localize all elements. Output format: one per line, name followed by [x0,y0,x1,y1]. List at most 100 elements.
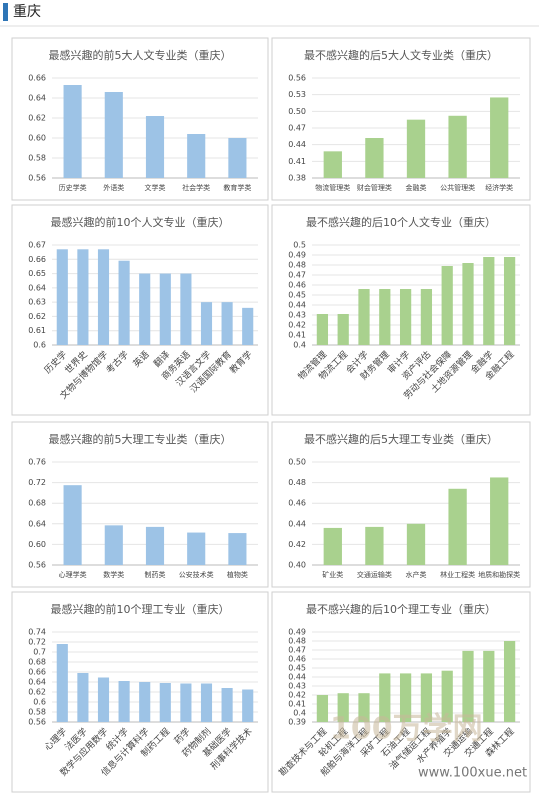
chart-title: 最不感兴趣的后10个人文专业（重庆） [306,215,496,229]
bar [448,115,467,178]
watermark-url: www.100xue.net [418,766,527,781]
y-tick-label: 0.56 [288,74,306,83]
y-tick-label: 0.46 [288,655,306,664]
bar [337,314,349,345]
y-tick-label: 0.47 [288,646,306,655]
bar [63,85,82,178]
y-tick-label: 0.68 [28,499,46,508]
x-tick-label: 历史学类 [59,183,87,192]
x-tick-label: 物流管理类 [315,183,350,192]
x-tick-label: 经济学类 [485,183,513,192]
y-tick-label: 0.5 [293,241,306,250]
bar [228,533,247,565]
x-tick-label: 教育学类 [223,183,251,192]
y-tick-label: 0.74 [28,628,46,637]
y-tick-label: 0.4 [293,341,306,350]
y-tick-label: 0.42 [288,540,306,549]
bar [159,683,171,722]
y-tick-label: 0.40 [288,561,306,570]
y-tick-label: 0.64 [28,519,46,528]
y-tick-label: 0.45 [288,664,306,673]
bar [483,650,495,722]
x-tick-label: 数学类 [103,570,124,579]
panel [271,421,531,588]
bar [337,693,349,722]
bar [462,650,474,722]
chart-title: 最感兴趣的前10个人文专业（重庆） [51,215,230,229]
y-tick-label: 0.44 [288,301,306,310]
x-tick-label: 财会管理类 [357,183,392,192]
y-tick-label: 0.44 [288,673,306,682]
y-tick-label: 0.66 [28,668,46,677]
bar [63,485,82,565]
y-tick-label: 0.47 [288,124,306,133]
chart-title: 最不感兴趣的后5大人文专业类（重庆） [304,48,498,62]
y-tick-label: 0.56 [28,174,46,183]
bar [159,273,171,345]
bar [448,488,467,565]
y-tick-label: 0.76 [28,458,46,467]
y-tick-label: 0.42 [288,321,306,330]
bar [406,119,426,178]
y-tick-label: 0.68 [28,658,46,667]
bar [180,683,192,722]
bar [420,673,433,722]
y-tick-label: 0.63 [28,298,46,307]
x-tick-label: 水产类 [406,570,427,579]
bar [139,682,151,722]
y-tick-label: 0.44 [288,519,306,528]
bar [104,92,123,178]
y-tick-label: 0.56 [28,561,46,570]
bar [228,138,247,178]
bar [365,526,384,565]
bar [139,273,151,345]
y-tick-label: 0.62 [28,312,46,321]
y-tick-label: 0.62 [28,688,46,697]
y-tick-label: 0.62 [28,114,46,123]
x-tick-label: 地质和勘探类 [478,570,520,579]
bar [145,526,165,565]
bar [242,689,254,722]
y-tick-label: 0.43 [288,311,306,320]
y-tick-label: 0.6 [33,341,46,350]
bar [77,249,89,345]
bar [316,314,329,345]
bar [365,138,384,178]
x-tick-label: 公共管理类 [440,183,475,192]
bar [441,266,453,345]
y-tick-label: 0.64 [28,678,46,687]
bar [145,116,165,178]
y-tick-label: 0.39 [288,718,306,727]
y-tick-label: 0.64 [28,94,46,103]
y-tick-label: 0.49 [288,251,306,260]
y-tick-label: 0.66 [28,74,46,83]
bar [490,97,509,178]
y-tick-label: 0.49 [288,628,306,637]
y-tick-label: 0.6 [33,698,46,707]
chart-title: 最感兴趣的前10个理工专业（重庆） [51,602,230,616]
bar [323,527,342,565]
bar [221,302,233,345]
bar [200,683,213,722]
y-tick-label: 0.67 [28,241,46,250]
panel [11,37,269,201]
x-tick-label: 心理学类 [59,570,87,579]
y-tick-label: 0.60 [28,540,46,549]
chart-title: 最感兴趣的前5大人文专业类（重庆） [49,48,232,62]
y-tick-label: 0.41 [288,700,306,709]
bar [56,644,68,722]
bar [503,641,516,722]
y-tick-label: 0.44 [288,140,306,149]
y-tick-label: 0.46 [288,499,306,508]
bar [180,273,192,345]
header-accent [3,3,8,21]
bar [441,670,453,722]
bar [77,673,89,722]
chart-title: 最不感兴趣的后5大理工专业类（重庆） [304,432,498,446]
y-tick-label: 0.41 [288,157,306,166]
y-tick-label: 0.72 [28,638,46,647]
x-tick-label: 矿业类 [322,570,343,579]
y-tick-label: 0.41 [288,331,306,340]
chart-title: 最感兴趣的前5大理工专业类（重庆） [49,432,232,446]
